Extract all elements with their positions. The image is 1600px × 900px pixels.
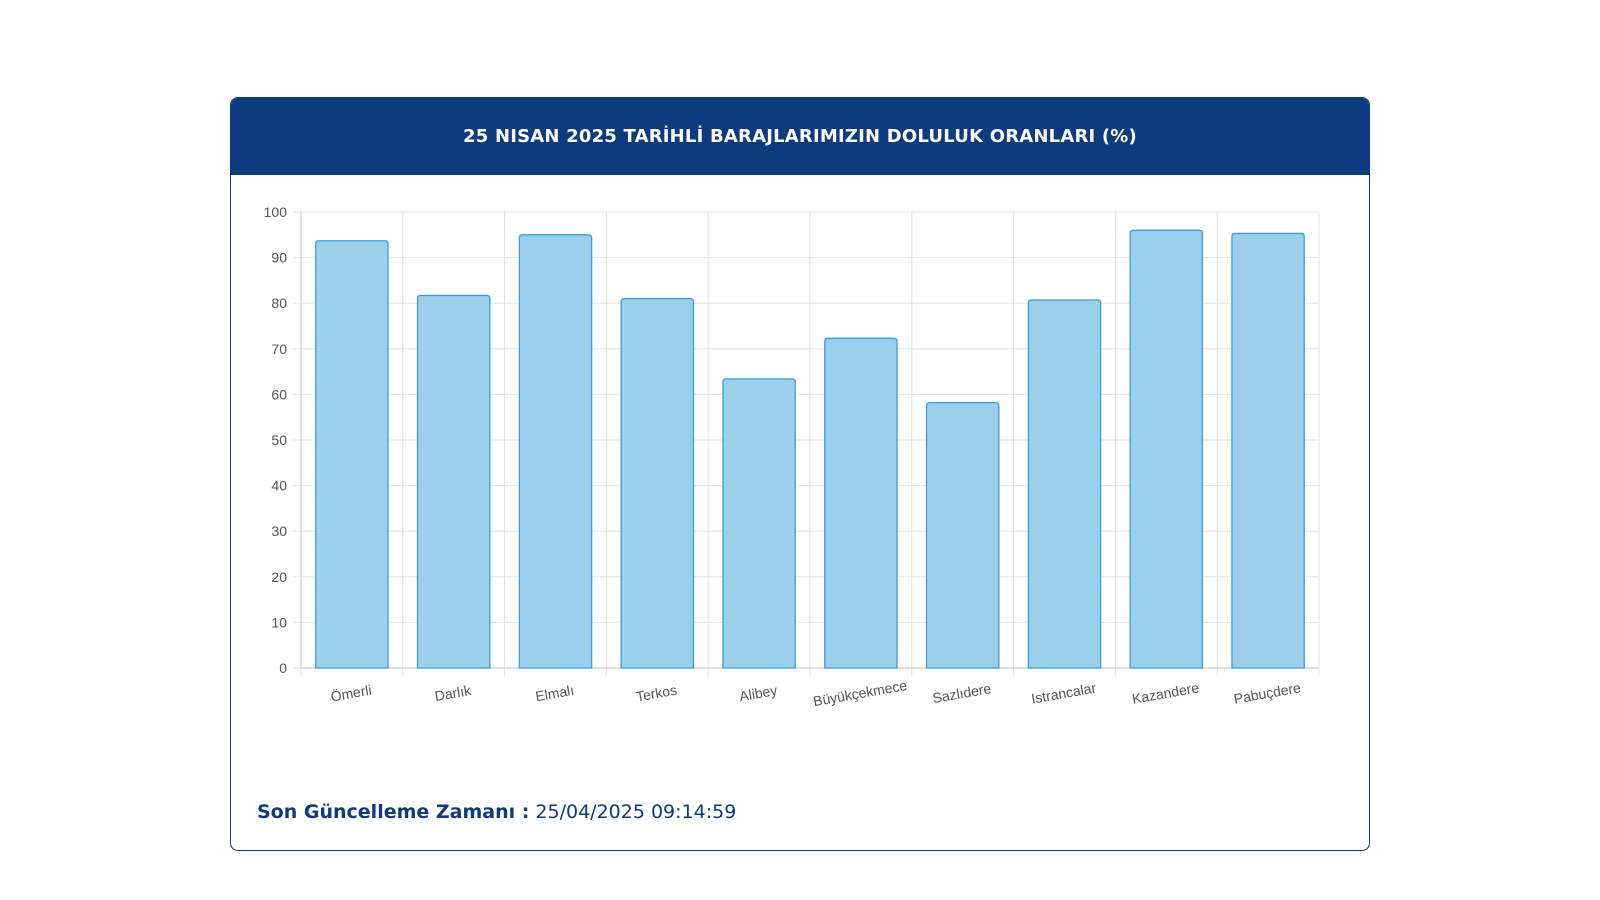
y-tick-label: 10 bbox=[271, 614, 287, 630]
x-tick-label: Sazlıdere bbox=[931, 680, 992, 706]
last-update-value: 25/04/2025 09:14:59 bbox=[535, 801, 737, 823]
y-tick-label: 80 bbox=[271, 295, 287, 311]
reservoir-panel: 25 NISAN 2025 TARİHLİ BARAJLARIMIZIN DOL… bbox=[230, 97, 1370, 851]
x-tick-label: Terkos bbox=[635, 682, 678, 705]
last-update: Son Güncelleme Zamanı : 25/04/2025 09:14… bbox=[257, 801, 736, 823]
y-tick-label: 50 bbox=[271, 432, 287, 448]
bar-2 bbox=[416, 294, 491, 669]
bar-10 bbox=[1231, 232, 1305, 669]
bar-9 bbox=[1129, 229, 1204, 669]
y-tick-label: 20 bbox=[271, 569, 287, 585]
y-tick-label: 90 bbox=[271, 250, 287, 266]
y-tick-label: 70 bbox=[271, 341, 287, 357]
x-tick-label: Istrancalar bbox=[1030, 679, 1097, 706]
chart-area: 0 10 20 30 40 50 60 70 80 90 100 Ömerli Darlık Elmalı… bbox=[231, 175, 1369, 775]
bar-3 bbox=[518, 234, 593, 669]
y-tick-label: 60 bbox=[271, 386, 287, 402]
x-tick-label: Ömerli bbox=[329, 681, 373, 705]
bar-chart: 0 10 20 30 40 50 60 70 80 90 100 Ömerli Darlık Elmalı… bbox=[264, 204, 1320, 709]
bar-8 bbox=[1027, 299, 1102, 669]
bar-4 bbox=[620, 297, 695, 669]
y-tick-label: 0 bbox=[279, 660, 287, 676]
x-tick-label: Büyükçekmece bbox=[812, 677, 908, 709]
y-tick-label: 100 bbox=[264, 204, 288, 220]
x-tick-label: Pabuçdere bbox=[1232, 679, 1302, 707]
bar-6 bbox=[824, 337, 898, 669]
x-tick-label: Darlık bbox=[433, 682, 473, 704]
x-tick-label: Elmalı bbox=[534, 682, 575, 705]
bar-1 bbox=[315, 240, 389, 669]
y-tick-label: 40 bbox=[271, 478, 287, 494]
x-tick-label: Kazandere bbox=[1131, 679, 1201, 707]
x-tick-label: Alibey bbox=[738, 682, 778, 704]
panel-title: 25 NISAN 2025 TARİHLİ BARAJLARIMIZIN DOL… bbox=[231, 98, 1369, 175]
bar-7 bbox=[925, 401, 1000, 669]
y-tick-label: 30 bbox=[271, 523, 287, 539]
bar-5 bbox=[722, 378, 796, 669]
last-update-label: Son Güncelleme Zamanı : bbox=[257, 801, 530, 823]
